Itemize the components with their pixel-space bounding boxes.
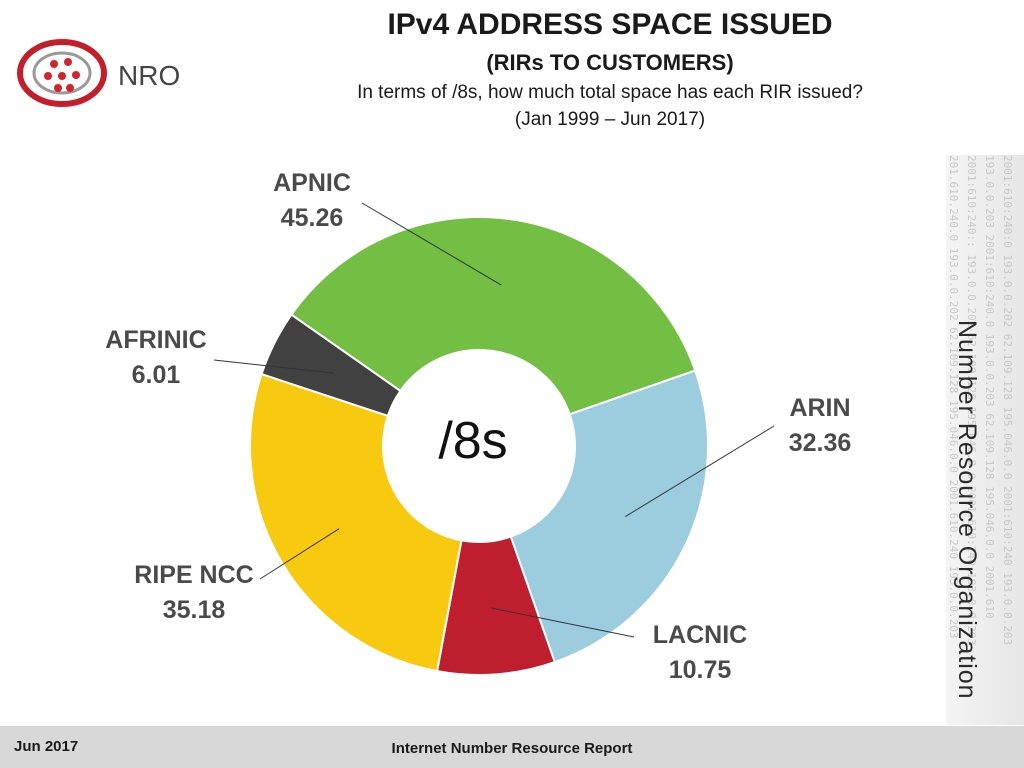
- leader-lines: [213, 202, 775, 638]
- slice-labels: APNIC 45.26 ARIN 32.36 LACNIC 10.75 RIPE NCC 35…: [105, 169, 851, 684]
- logo-dot: [64, 58, 72, 66]
- donut-center-label: /8s: [438, 412, 507, 470]
- side-background-band: 201.610.240.0 193.0.0.202 62.109.128 195…: [946, 155, 1024, 725]
- logo-dot: [72, 71, 80, 79]
- slice-value-label: 35.18: [163, 596, 226, 624]
- logo-dot: [66, 84, 74, 92]
- slice-value-label: 45.26: [281, 204, 344, 232]
- side-background-text: 2001:610:240:: 193.0.0.202 62.109.128 19…: [965, 155, 978, 646]
- side-background-text: 2001:610:240:0 193.0.0.202 62.109.128 19…: [1001, 155, 1014, 646]
- slice-category-label: RIPE NCC: [134, 561, 253, 589]
- leader-line: [491, 607, 635, 638]
- donut-slice-afrinic: [260, 313, 402, 418]
- footer-report-title: Internet Number Resource Report: [391, 740, 633, 757]
- side-background-text: 201.610.240.0 193.0.0.202 62.109.128 195…: [947, 155, 960, 639]
- side-background-text: 193.0.0.203 2001:610:240.0 193.0.0.203 6…: [983, 155, 996, 619]
- leader-line: [625, 425, 775, 517]
- logo-dot: [50, 60, 58, 68]
- date-range: (Jan 1999 – Jun 2017): [514, 109, 706, 130]
- donut-slice-apnic: [290, 216, 697, 416]
- slice-category-label: LACNIC: [653, 621, 747, 649]
- page-title: IPv4 ADDRESS SPACE ISSUED: [387, 8, 833, 41]
- side-organization-label: Number Resource Organization: [953, 320, 981, 700]
- logo-text: NRO: [118, 60, 180, 91]
- slice-category-label: APNIC: [273, 169, 351, 197]
- page-subtitle: (RIRs TO CUSTOMERS): [486, 50, 734, 75]
- footer-date: Jun 2017: [14, 738, 79, 755]
- donut-chart: APNIC 45.26 ARIN 32.36 LACNIC 10.75 RIPE NCC 35…: [105, 169, 851, 684]
- chart-question: In terms of /8s, how much total space ha…: [357, 82, 863, 103]
- slice-category-label: ARIN: [789, 394, 850, 422]
- nro-logo: NRO: [17, 39, 180, 107]
- donut-slice-arin: [509, 369, 709, 664]
- logo-swoosh-outer: [17, 39, 107, 107]
- leader-line: [361, 202, 502, 286]
- logo-swoosh-inner: [32, 51, 92, 95]
- logo-dot: [44, 72, 52, 80]
- donut-slice-ripe-ncc: [249, 372, 463, 673]
- leader-line: [213, 359, 334, 374]
- footer-bar: Jun 2017 Internet Number Resource Report: [0, 726, 1024, 768]
- leader-line: [259, 528, 340, 580]
- logo-dot: [58, 72, 66, 80]
- slice-category-label: AFRINIC: [105, 326, 206, 354]
- logo-dot: [54, 84, 62, 92]
- donut-slices: [249, 216, 709, 676]
- slice-value-label: 6.01: [132, 361, 181, 389]
- slice-value-label: 32.36: [789, 429, 852, 457]
- slice-value-label: 10.75: [669, 656, 732, 684]
